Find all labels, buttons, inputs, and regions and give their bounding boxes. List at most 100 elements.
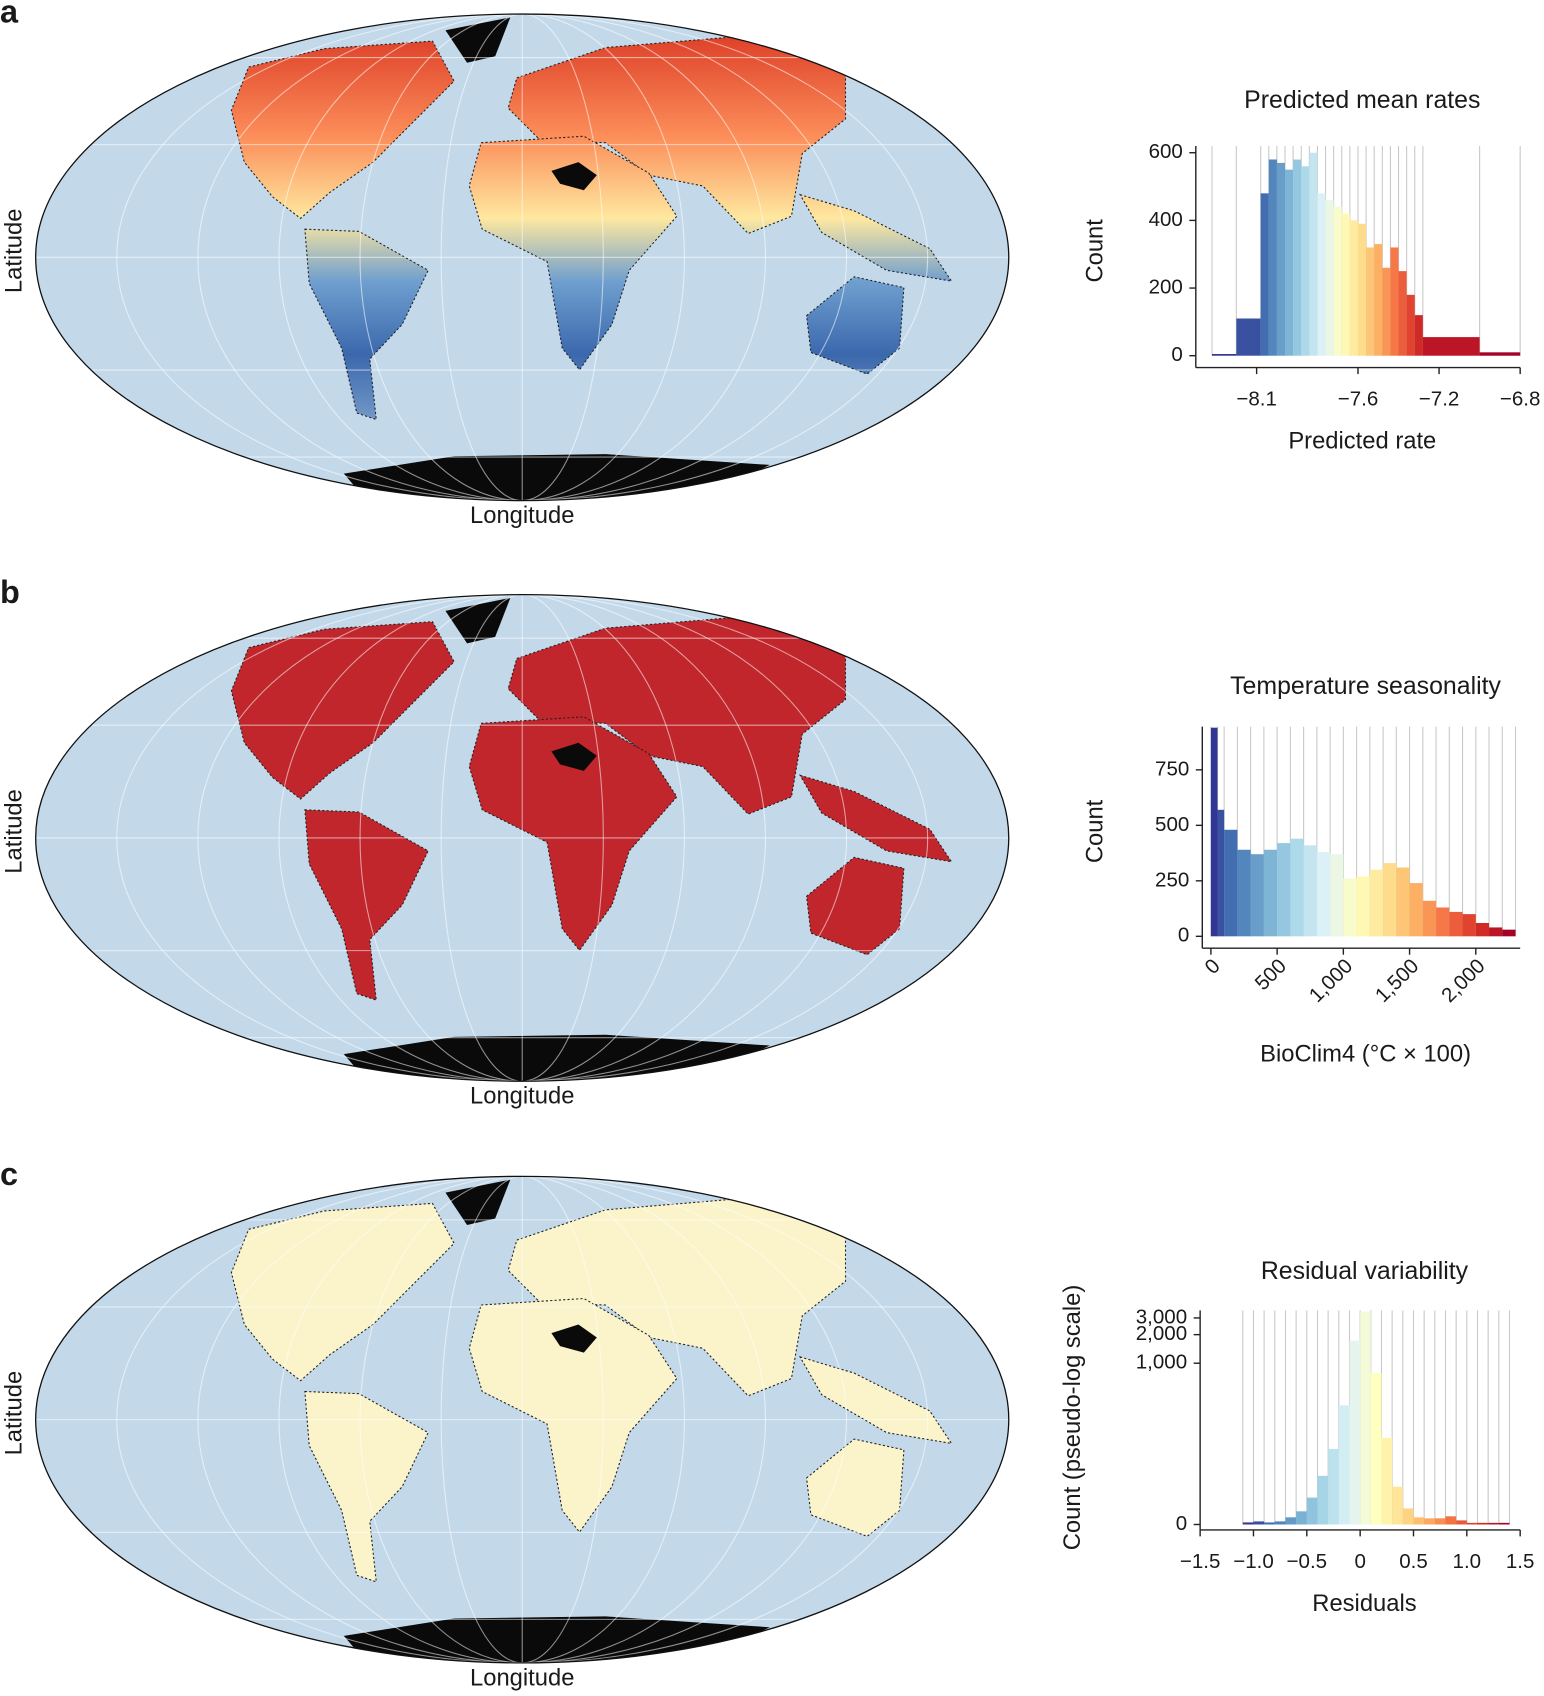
bar xyxy=(1402,1508,1414,1525)
land xyxy=(798,1355,953,1445)
bar xyxy=(1293,159,1302,356)
map-y-label: Latitude xyxy=(0,1371,27,1456)
x-tick-label: −1.5 xyxy=(1180,1550,1221,1573)
bar xyxy=(1303,845,1317,937)
x-tick-label: 0.5 xyxy=(1399,1550,1428,1573)
bar xyxy=(1424,1518,1435,1525)
bar xyxy=(1489,927,1503,937)
bar xyxy=(1343,878,1357,937)
world-map xyxy=(35,1176,1009,1663)
panel-letter: a xyxy=(0,0,19,30)
bar xyxy=(1210,727,1218,937)
bar xyxy=(1445,1516,1457,1525)
y-tick-label: 1,000 xyxy=(1136,1351,1187,1374)
no-data-area xyxy=(551,162,597,191)
world-map xyxy=(35,14,1009,501)
bar xyxy=(1369,869,1384,937)
bar xyxy=(1498,1522,1510,1525)
land xyxy=(230,1202,455,1382)
bar xyxy=(1422,337,1480,356)
bar xyxy=(1341,213,1350,356)
bar xyxy=(1392,1486,1403,1525)
bar xyxy=(1217,809,1225,937)
bar xyxy=(1301,166,1310,356)
bar xyxy=(1290,838,1304,937)
land xyxy=(806,1438,905,1538)
bar xyxy=(1449,911,1463,937)
bar xyxy=(1382,267,1391,356)
bar xyxy=(1436,907,1450,937)
bar xyxy=(1360,1311,1371,1525)
bar xyxy=(1296,1511,1307,1525)
x-axis-label: Predicted rate xyxy=(1288,427,1436,454)
bar xyxy=(1250,854,1264,937)
bar xyxy=(1260,193,1269,356)
y-tick-label: 500 xyxy=(1155,813,1189,836)
land xyxy=(806,856,905,956)
bar xyxy=(1253,1521,1265,1525)
bar xyxy=(1422,900,1437,937)
bar xyxy=(1306,1497,1318,1525)
land xyxy=(806,276,905,375)
bar xyxy=(1274,1521,1286,1525)
y-axis-label: Count (pseudo-log scale) xyxy=(1059,1285,1086,1551)
bar xyxy=(1406,294,1415,356)
bar xyxy=(1390,247,1399,356)
map-x-label: Longitude xyxy=(470,1664,574,1691)
no-data-area xyxy=(551,742,597,771)
x-tick-label: −7.6 xyxy=(1338,387,1379,410)
world-map xyxy=(35,594,1009,1082)
map-x-label: Longitude xyxy=(470,502,574,529)
bar xyxy=(1268,159,1277,356)
bar xyxy=(1212,354,1237,356)
land xyxy=(468,135,678,371)
y-tick-label: 600 xyxy=(1149,140,1183,163)
bar xyxy=(1357,223,1367,356)
bar xyxy=(1242,1522,1254,1525)
map-y-label: Latitude xyxy=(0,209,27,294)
y-tick-label: 0 xyxy=(1171,343,1182,366)
chart-title: Residual variability xyxy=(1261,1257,1469,1285)
bar xyxy=(1325,200,1334,356)
bar xyxy=(1349,1340,1361,1525)
chart-title: Predicted mean rates xyxy=(1244,86,1480,114)
map-outline xyxy=(35,1175,1010,1664)
bar xyxy=(1413,1517,1425,1525)
bar xyxy=(1396,867,1410,937)
x-tick-label: −0.5 xyxy=(1287,1550,1328,1573)
bar xyxy=(1383,863,1397,937)
bar xyxy=(1356,876,1370,937)
bar xyxy=(1374,244,1383,356)
y-tick-label: 0 xyxy=(1176,1512,1187,1535)
y-axis-label: Count xyxy=(1082,799,1109,863)
x-axis-label: Residuals xyxy=(1312,1590,1416,1617)
x-tick-label: 1,000 xyxy=(1305,954,1358,1007)
x-tick-label: −6.8 xyxy=(1500,387,1541,410)
bar xyxy=(1456,1520,1467,1525)
bar xyxy=(1317,1475,1329,1525)
bar xyxy=(1236,318,1261,356)
bar xyxy=(1264,1522,1275,1525)
y-tick-label: 250 xyxy=(1155,868,1189,891)
bar xyxy=(1349,220,1358,356)
y-tick-label: 400 xyxy=(1149,208,1183,231)
bar xyxy=(1285,1517,1297,1525)
land xyxy=(230,40,455,220)
land xyxy=(468,716,678,952)
x-tick-label: 500 xyxy=(1250,954,1290,994)
bar xyxy=(1338,1405,1350,1525)
bar xyxy=(1370,1373,1382,1525)
chart-title: Temperature seasonality xyxy=(1230,672,1501,700)
bar xyxy=(1409,883,1423,937)
x-tick-label: −7.2 xyxy=(1419,387,1460,410)
x-tick-label: 1.0 xyxy=(1453,1550,1482,1573)
bar xyxy=(1277,843,1291,937)
no-data-area xyxy=(551,1324,597,1353)
bar xyxy=(1488,1522,1499,1525)
map-outline xyxy=(35,13,1010,502)
bar xyxy=(1479,352,1521,356)
bar xyxy=(1237,849,1251,937)
map-x-label: Longitude xyxy=(470,1083,574,1110)
map-y-label: Latitude xyxy=(0,789,27,874)
